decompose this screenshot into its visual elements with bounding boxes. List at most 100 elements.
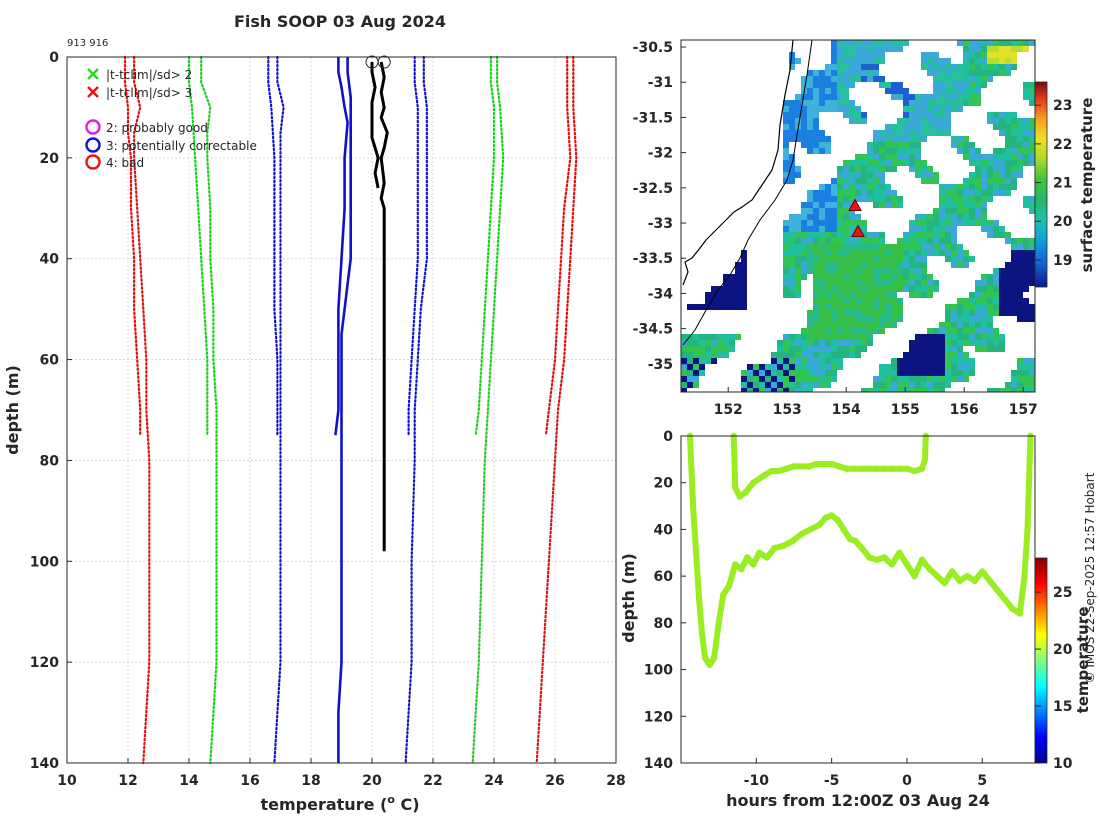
map-sst-cell: [813, 130, 819, 136]
map-sst-cell: [927, 382, 933, 388]
map-sst-cell: [693, 346, 699, 352]
map-sst-cell: [981, 196, 987, 202]
map-sst-cell: [1011, 148, 1017, 154]
map-sst-cell: [951, 376, 957, 382]
map-sst-cell: [861, 322, 867, 328]
map-sst-cell: [849, 76, 855, 82]
map-sst-cell: [699, 340, 705, 346]
map-sst-cell: [819, 262, 825, 268]
map-sst-cell: [867, 238, 873, 244]
map-sst-cell: [867, 322, 873, 328]
map-sst-cell: [987, 388, 993, 392]
map-sst-cell: [951, 256, 957, 262]
map-sst-cell: [939, 370, 945, 376]
map-sst-cell: [945, 376, 951, 382]
timeseries-point: [790, 463, 798, 470]
map-sst-cell: [957, 262, 963, 268]
map-sst-cell: [969, 46, 975, 52]
map-sst-cell: [915, 142, 921, 148]
map-sst-cell: [897, 154, 903, 160]
timeseries-point: [732, 484, 739, 491]
map-sst-cell: [969, 172, 975, 178]
map-sst-cell: [813, 334, 819, 340]
profile-ylabel: depth (m): [3, 365, 22, 455]
map-sst-cell: [1029, 382, 1035, 388]
timeseries-point: [933, 572, 941, 580]
map-sst-cell: [735, 304, 741, 310]
map-sst-cell: [1029, 82, 1035, 88]
map-sst-cell: [861, 172, 867, 178]
map-sst-cell: [795, 238, 801, 244]
map-sst-cell: [843, 214, 849, 220]
map-sst-cell: [867, 304, 873, 310]
map-sst-cell: [855, 184, 861, 190]
map-sst-cell: [1023, 310, 1029, 316]
map-sst-cell: [981, 184, 987, 190]
timeseries-xtick-label: 5: [977, 773, 987, 789]
map-sst-cell: [891, 370, 897, 376]
map-sst-cell: [927, 334, 933, 340]
map-sst-cell: [933, 214, 939, 220]
map-sst-cell: [765, 370, 771, 376]
map-sst-cell: [1023, 118, 1029, 124]
map-sst-cell: [831, 286, 837, 292]
map-sst-cell: [921, 364, 927, 370]
map-sst-cell: [975, 70, 981, 76]
map-sst-cell: [813, 376, 819, 382]
map-sst-cell: [933, 346, 939, 352]
map-sst-cell: [687, 382, 693, 388]
map-sst-cell: [741, 250, 747, 256]
map-sst-cell: [975, 286, 981, 292]
map-sst-cell: [1029, 364, 1035, 370]
map-sst-cell: [945, 238, 951, 244]
map-sst-cell: [897, 280, 903, 286]
map-sst-cell: [861, 52, 867, 58]
map-sst-cell: [813, 196, 819, 202]
map-sst-cell: [861, 292, 867, 298]
map-sst-cell: [1017, 124, 1023, 130]
map-sst-cell: [885, 88, 891, 94]
map-sst-cell: [969, 256, 975, 262]
map-sst-cell: [789, 358, 795, 364]
map-sst-cell: [789, 280, 795, 286]
map-sst-cell: [933, 88, 939, 94]
map-sst-cell: [903, 370, 909, 376]
map-sst-cell: [717, 286, 723, 292]
map-sst-cell: [945, 94, 951, 100]
map-sst-cell: [903, 238, 909, 244]
map-sst-cell: [831, 268, 837, 274]
map-sst-cell: [843, 106, 849, 112]
map-sst-cell: [987, 76, 993, 82]
map-sst-cell: [897, 88, 903, 94]
map-xtick-label: 153: [773, 402, 802, 418]
map-sst-cell: [867, 280, 873, 286]
map-sst-cell: [993, 178, 999, 184]
map-sst-cell: [957, 40, 963, 46]
map-sst-cell: [831, 244, 837, 250]
legend-x-marker: [87, 86, 99, 98]
map-stations: [848, 198, 865, 237]
timeseries-point: [903, 561, 911, 568]
map-sst-cell: [789, 376, 795, 382]
map-sst-cell: [765, 388, 771, 392]
map-sst-cell: [765, 364, 771, 370]
timeseries-point: [888, 465, 896, 472]
map-sst-cell: [777, 364, 783, 370]
map-sst-cell: [885, 136, 891, 142]
map-sst-cell: [843, 184, 849, 190]
map-sst-cell: [855, 310, 861, 316]
map-sst-cell: [819, 382, 825, 388]
map-sst-cell: [873, 376, 879, 382]
map-sst-cell: [867, 328, 873, 334]
map-sst-cell: [783, 340, 789, 346]
map-sst-cell: [789, 178, 795, 184]
profile-xlabel-sup: o: [387, 793, 395, 806]
map-sst-cell: [981, 214, 987, 220]
map-sst-cell: [975, 76, 981, 82]
map-sst-cell: [909, 370, 915, 376]
map-sst-cell: [873, 244, 879, 250]
profile-surface-marker: [377, 55, 391, 69]
map-sst-cell: [891, 136, 897, 142]
